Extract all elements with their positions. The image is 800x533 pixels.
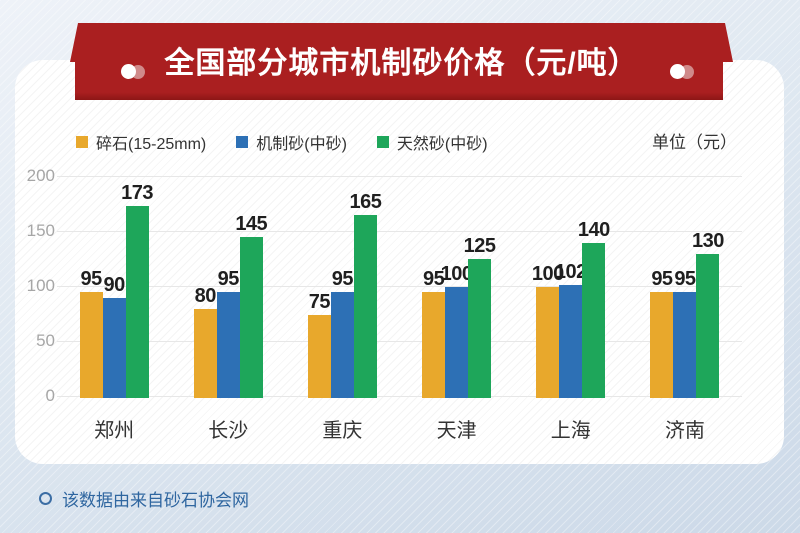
bar: 100 — [441, 263, 473, 398]
bar: 125 — [464, 235, 496, 398]
y-axis: 0 50 100 150 200 — [18, 166, 55, 405]
bar: 95 — [216, 268, 240, 398]
bar-value-label: 165 — [349, 190, 382, 213]
unit-label: 单位（元） — [652, 133, 737, 152]
bar: 95 — [650, 268, 674, 398]
bar-value-label: 75 — [308, 290, 331, 313]
bar-value-label: 100 — [531, 262, 564, 285]
legend-item-1: 机制砂(中砂) — [236, 130, 347, 154]
legend: 碎石(15-25mm) 机制砂(中砂) 天然砂(中砂) — [76, 130, 488, 154]
gridline — [57, 176, 742, 177]
bar-value-label: 145 — [235, 212, 268, 235]
bar: 80 — [193, 285, 217, 398]
bar-group: 100 102 140 — [514, 176, 628, 398]
x-axis-labels: 郑州 长沙 重庆 天津 上海 济南 — [57, 414, 742, 443]
circle-bullet-icon — [39, 492, 52, 505]
y-axis-tick-label: 150 — [26, 221, 55, 240]
bar-group: 95 100 125 — [400, 176, 514, 398]
plot-area: 95 90 173 80 95 145 75 95 165 95 100 125 100 102 140 95… — [57, 176, 742, 398]
x-axis-label: 郑州 — [94, 420, 135, 442]
footer: 该数据由来自砂石协会网 — [39, 486, 249, 511]
legend-swatch-icon — [76, 136, 88, 148]
bar: 130 — [692, 230, 724, 398]
bar: 100 — [532, 263, 564, 398]
y-axis-tick-label: 0 — [45, 386, 55, 405]
bar-value-label: 102 — [554, 260, 587, 283]
bar: 173 — [121, 182, 154, 398]
bar-value-label: 100 — [440, 262, 473, 285]
legend-swatch-icon — [376, 136, 389, 148]
bar: 145 — [235, 213, 268, 398]
bar: 165 — [349, 191, 382, 398]
bar-value-label: 80 — [194, 285, 217, 308]
bar-value-label: 173 — [121, 181, 154, 204]
bar-value-label: 125 — [463, 235, 496, 258]
x-axis-label: 天津 — [436, 420, 477, 442]
y-axis-tick-label: 50 — [36, 331, 55, 350]
bar: 102 — [555, 261, 587, 398]
bar-group: 75 95 165 — [285, 176, 399, 398]
y-axis-tick-label: 200 — [26, 166, 55, 185]
bar-value-label: 95 — [217, 268, 240, 291]
legend-label: 机制砂(中砂) — [256, 136, 347, 153]
legend-item-2: 天然砂(中砂) — [376, 130, 488, 154]
bar: 95 — [422, 268, 446, 398]
gridline — [57, 341, 742, 342]
bar-group: 80 95 145 — [171, 176, 285, 398]
legend-label: 天然砂(中砂) — [396, 136, 488, 153]
legend-item-0: 碎石(15-25mm) — [76, 130, 206, 154]
x-axis-label: 济南 — [664, 420, 705, 442]
banner-right-dot — [670, 64, 696, 80]
bar-value-label: 95 — [80, 268, 102, 291]
dot-icon — [670, 64, 685, 79]
bar-value-label: 95 — [331, 268, 354, 291]
gridline — [57, 286, 742, 287]
bar-value-label: 95 — [674, 268, 696, 291]
bar-value-label: 95 — [651, 268, 673, 291]
bar-slots: 95 90 173 80 95 145 75 95 165 95 100 125 100 102 140 95… — [57, 176, 742, 398]
bar-group: 95 95 130 — [628, 176, 742, 398]
x-axis-label: 长沙 — [208, 420, 249, 442]
page-title: 全国部分城市机制砂价格（元/吨） — [164, 47, 639, 80]
bar-value-label: 90 — [103, 273, 125, 296]
bar: 95 — [79, 268, 103, 398]
x-axis-label: 重庆 — [322, 420, 363, 442]
bar-group: 95 90 173 — [57, 176, 171, 398]
banner-left-dot — [121, 64, 147, 80]
bar: 90 — [102, 274, 126, 398]
data-source-note: 该数据由来自砂石协会网 — [62, 491, 249, 510]
y-axis-tick-label: 100 — [26, 276, 55, 295]
x-axis-label: 上海 — [550, 420, 591, 442]
bar: 95 — [330, 268, 354, 398]
dot-icon — [121, 64, 136, 79]
bar-value-label: 130 — [692, 229, 724, 252]
bar: 95 — [673, 268, 697, 398]
legend-label: 碎石(15-25mm) — [96, 136, 207, 153]
bar: 75 — [307, 291, 331, 398]
bar: 140 — [578, 219, 610, 398]
gridline — [57, 231, 742, 232]
title-banner: 全国部分城市机制砂价格（元/吨） — [70, 23, 733, 100]
legend-swatch-icon — [236, 136, 249, 148]
gridline — [57, 396, 742, 397]
bar-value-label: 140 — [577, 218, 610, 241]
bar-value-label: 95 — [422, 268, 445, 291]
